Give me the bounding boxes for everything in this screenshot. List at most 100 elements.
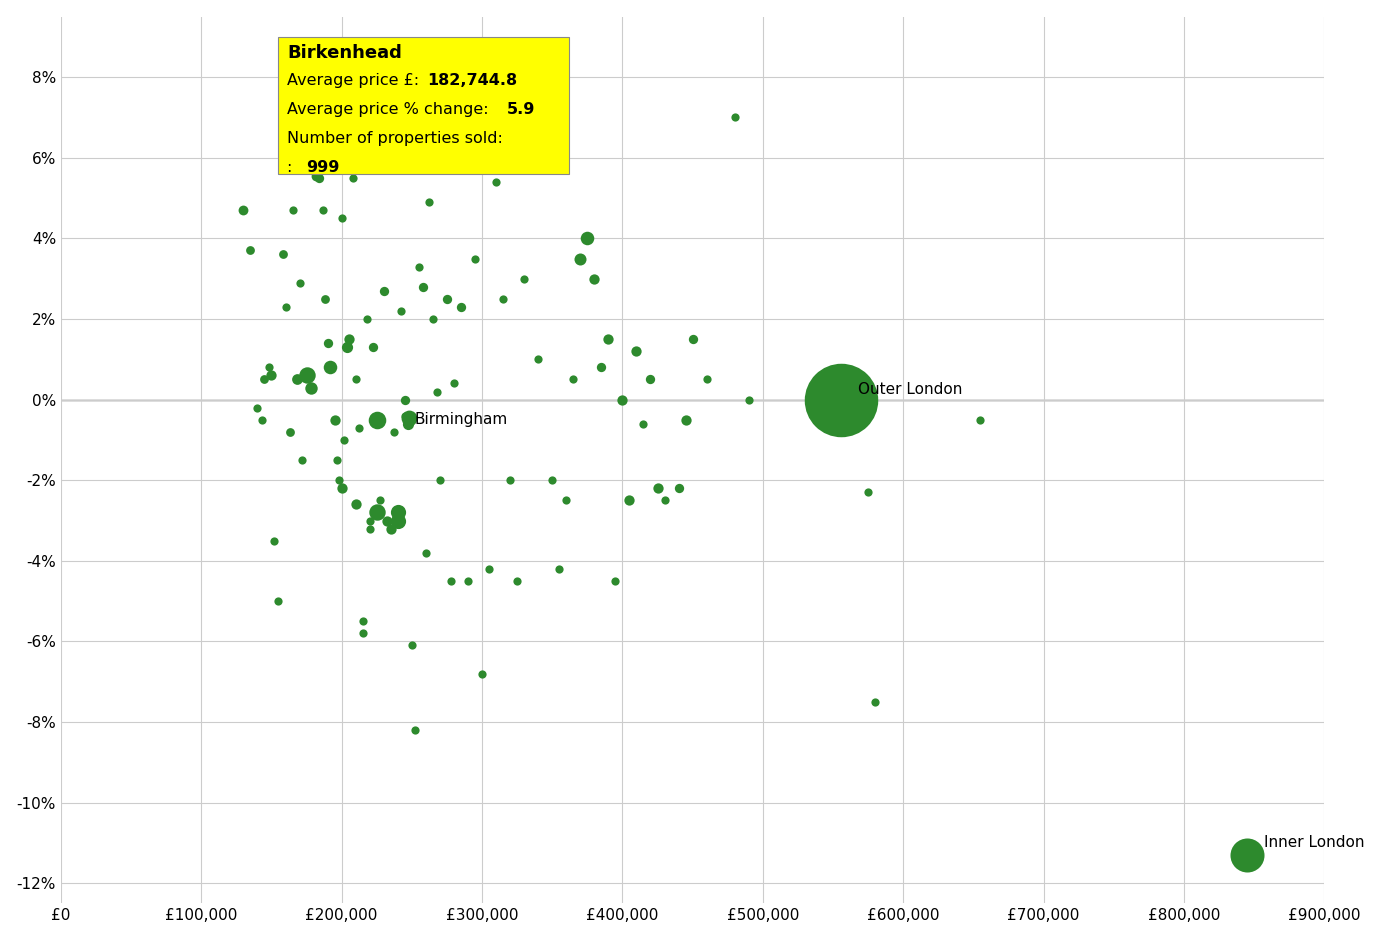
Text: Outer London: Outer London bbox=[858, 382, 963, 397]
Text: Average price % change:: Average price % change: bbox=[286, 102, 493, 118]
Point bbox=[328, 473, 350, 488]
Point bbox=[499, 473, 521, 488]
Point bbox=[830, 392, 852, 407]
Point bbox=[428, 473, 450, 488]
Point bbox=[562, 372, 584, 387]
Point bbox=[646, 480, 669, 495]
Point bbox=[338, 332, 360, 347]
Text: Average price £:: Average price £: bbox=[286, 73, 424, 88]
Point bbox=[352, 614, 374, 629]
Point bbox=[393, 392, 416, 407]
Point bbox=[612, 392, 634, 407]
Point bbox=[425, 384, 448, 400]
FancyBboxPatch shape bbox=[278, 37, 569, 174]
Text: 5.9: 5.9 bbox=[507, 102, 535, 118]
Point bbox=[591, 360, 613, 375]
Point bbox=[278, 424, 300, 439]
Point bbox=[317, 336, 339, 351]
Point bbox=[285, 372, 307, 387]
Point bbox=[414, 545, 436, 560]
Point bbox=[232, 203, 254, 218]
Point bbox=[619, 493, 641, 508]
Point bbox=[331, 480, 353, 495]
Point bbox=[257, 360, 279, 375]
Text: 182,744.8: 182,744.8 bbox=[427, 73, 517, 88]
Point bbox=[306, 154, 328, 169]
Point bbox=[639, 372, 662, 387]
Point bbox=[626, 344, 648, 359]
Point bbox=[313, 203, 335, 218]
Point bbox=[485, 175, 507, 190]
Point bbox=[342, 170, 364, 185]
Text: Inner London: Inner London bbox=[1264, 835, 1365, 850]
Point bbox=[345, 372, 367, 387]
Point bbox=[250, 413, 272, 428]
Point bbox=[348, 420, 370, 435]
Point bbox=[389, 304, 411, 319]
Point bbox=[373, 283, 395, 298]
Point bbox=[306, 154, 328, 169]
Text: 999: 999 bbox=[307, 160, 341, 175]
Point bbox=[359, 513, 381, 528]
Point bbox=[724, 110, 746, 125]
Point bbox=[288, 275, 310, 290]
Point bbox=[386, 513, 409, 528]
Point bbox=[314, 291, 336, 306]
Point bbox=[379, 521, 402, 536]
Text: Birkenhead: Birkenhead bbox=[286, 44, 402, 62]
Point bbox=[366, 413, 388, 428]
Point bbox=[605, 573, 627, 588]
Point bbox=[527, 352, 549, 367]
Point bbox=[260, 368, 282, 383]
Point bbox=[306, 154, 328, 169]
Point bbox=[858, 485, 880, 500]
Point bbox=[239, 243, 261, 258]
Point bbox=[653, 493, 676, 508]
Point bbox=[492, 291, 514, 306]
Point bbox=[1236, 848, 1258, 863]
Point bbox=[833, 408, 855, 423]
Point bbox=[263, 533, 285, 548]
Point bbox=[681, 332, 703, 347]
Point bbox=[865, 695, 887, 710]
Point bbox=[632, 416, 655, 431]
Point bbox=[513, 271, 535, 286]
Point bbox=[324, 413, 346, 428]
Point bbox=[310, 130, 332, 145]
Point bbox=[457, 573, 480, 588]
Point bbox=[382, 424, 404, 439]
Point bbox=[577, 231, 599, 246]
Point bbox=[352, 130, 374, 145]
Point bbox=[352, 626, 374, 641]
Point bbox=[334, 432, 356, 447]
Point bbox=[309, 170, 331, 185]
Point bbox=[541, 473, 563, 488]
Point bbox=[303, 150, 325, 165]
Point bbox=[246, 400, 268, 415]
Point bbox=[359, 521, 381, 536]
Point bbox=[548, 561, 570, 576]
Point bbox=[478, 561, 500, 576]
Point bbox=[969, 413, 991, 428]
Point bbox=[738, 392, 760, 407]
Point bbox=[327, 452, 349, 467]
Point bbox=[667, 480, 689, 495]
Polygon shape bbox=[317, 160, 363, 174]
Point bbox=[598, 332, 620, 347]
Point bbox=[331, 211, 353, 226]
Point bbox=[267, 594, 289, 609]
Point bbox=[396, 416, 418, 431]
Point bbox=[403, 723, 425, 738]
Point bbox=[506, 573, 528, 588]
Point bbox=[375, 513, 398, 528]
Point bbox=[296, 368, 318, 383]
Text: Number of properties sold:: Number of properties sold: bbox=[286, 132, 503, 146]
Point bbox=[471, 666, 493, 681]
Point bbox=[464, 251, 486, 266]
Point bbox=[443, 376, 466, 391]
Point bbox=[274, 299, 296, 314]
Point bbox=[417, 195, 439, 210]
Point bbox=[356, 311, 378, 326]
Point bbox=[366, 505, 388, 520]
Point bbox=[368, 493, 391, 508]
